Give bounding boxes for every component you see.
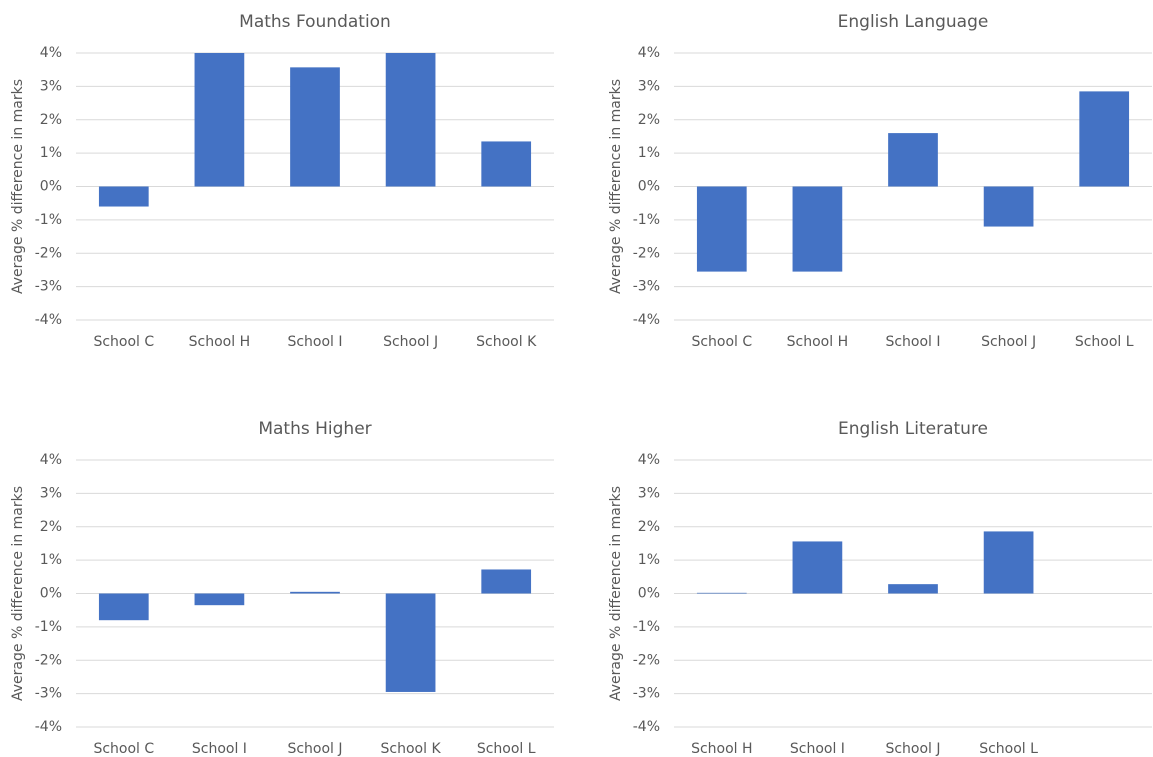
bar [792, 541, 843, 594]
bar [290, 591, 340, 594]
y-tick-label: 0% [638, 179, 660, 195]
x-tick-label: School I [885, 334, 940, 350]
x-tick-label: School J [885, 741, 940, 757]
x-tick-label: School C [93, 334, 154, 350]
chart-title: Maths Foundation [239, 12, 391, 32]
bar [194, 593, 245, 606]
bar [1079, 91, 1130, 187]
y-tick-label: -3% [633, 279, 660, 295]
bar [983, 186, 1034, 227]
x-tick-label: School L [1075, 334, 1134, 350]
bar [385, 53, 436, 187]
y-tick-label: -3% [633, 686, 660, 702]
x-tick-label: School L [979, 741, 1038, 757]
y-tick-label: 0% [40, 586, 62, 602]
y-tick-label: 2% [40, 112, 62, 128]
x-tick-label: School J [383, 334, 438, 350]
y-tick-label: 4% [40, 452, 62, 468]
y-tick-label: 4% [638, 452, 660, 468]
x-tick-label: School K [381, 741, 442, 757]
x-tick-label: School I [287, 334, 342, 350]
bar [792, 186, 843, 272]
y-axis-label: Average % difference in marks [10, 79, 26, 294]
bar [888, 133, 938, 187]
y-tick-label: 3% [40, 78, 62, 94]
y-tick-label: -1% [35, 619, 62, 635]
y-tick-label: -2% [633, 652, 660, 668]
bar [385, 593, 436, 692]
y-tick-label: -2% [633, 245, 660, 261]
y-tick-label: -2% [35, 245, 62, 261]
y-tick-label: 0% [638, 586, 660, 602]
y-axis-label: Average % difference in marks [608, 79, 624, 294]
bar [696, 186, 747, 272]
bar [983, 531, 1034, 594]
y-tick-label: 2% [638, 112, 660, 128]
y-axis-label: Average % difference in marks [608, 486, 624, 701]
x-tick-label: School H [787, 334, 848, 350]
y-tick-label: 1% [638, 145, 660, 161]
y-tick-label: -3% [35, 279, 62, 295]
bar [888, 584, 938, 594]
y-tick-label: 3% [638, 78, 660, 94]
x-tick-label: School J [981, 334, 1036, 350]
y-tick-label: -3% [35, 686, 62, 702]
y-tick-label: 0% [40, 179, 62, 195]
x-tick-label: School L [477, 741, 536, 757]
chart-title: Maths Higher [258, 419, 371, 439]
y-tick-label: 4% [638, 45, 660, 61]
chart-title: English Literature [838, 419, 988, 439]
bar [481, 569, 532, 594]
x-tick-label: School K [476, 334, 537, 350]
y-tick-label: 2% [638, 519, 660, 535]
bar [696, 592, 747, 594]
y-tick-label: 3% [40, 485, 62, 501]
y-tick-label: 2% [40, 519, 62, 535]
y-tick-label: -4% [633, 719, 660, 735]
x-tick-label: School J [287, 741, 342, 757]
x-tick-label: School I [192, 741, 247, 757]
x-tick-label: School H [691, 741, 752, 757]
bar [290, 67, 340, 187]
y-tick-label: 1% [40, 552, 62, 568]
bar [194, 53, 245, 187]
bar [98, 186, 149, 207]
x-tick-label: School C [93, 741, 154, 757]
y-tick-label: -1% [633, 619, 660, 635]
y-tick-label: -4% [633, 312, 660, 328]
y-tick-label: -1% [35, 212, 62, 228]
y-tick-label: -2% [35, 652, 62, 668]
y-tick-label: 3% [638, 485, 660, 501]
chart-title: English Language [838, 12, 989, 32]
y-tick-label: -4% [35, 719, 62, 735]
y-tick-label: 1% [40, 145, 62, 161]
x-tick-label: School C [691, 334, 752, 350]
bar [98, 593, 149, 621]
y-tick-label: -4% [35, 312, 62, 328]
bar [481, 141, 532, 187]
y-axis-label: Average % difference in marks [10, 486, 26, 701]
x-tick-label: School H [189, 334, 250, 350]
x-tick-label: School I [790, 741, 845, 757]
y-tick-label: -1% [633, 212, 660, 228]
y-tick-label: 1% [638, 552, 660, 568]
y-tick-label: 4% [40, 45, 62, 61]
